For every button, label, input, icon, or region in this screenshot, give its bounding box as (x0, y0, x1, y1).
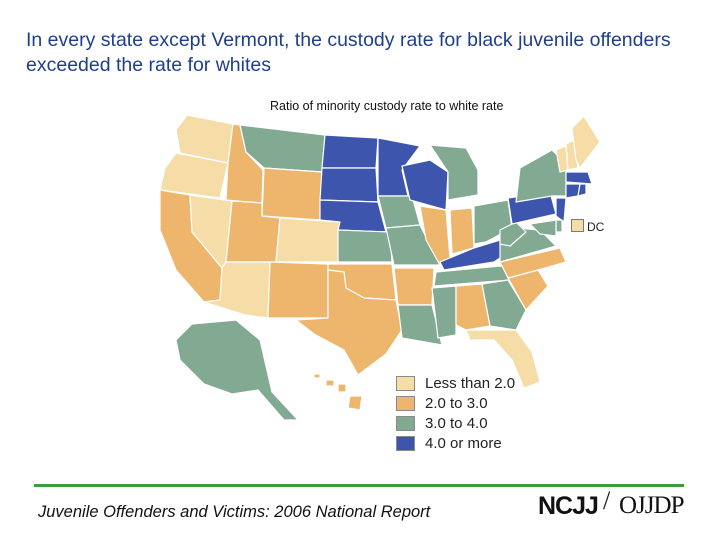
state-ri (577, 183, 587, 197)
map-subtitle: Ratio of minority custody rate to white … (270, 99, 504, 113)
ncjj-logo: NCJJ (538, 492, 599, 520)
logo-slash: / (603, 486, 611, 515)
state-md (529, 219, 557, 237)
legend-label: 4.0 or more (425, 434, 502, 452)
state-nd (321, 134, 379, 169)
dc-label: DC (587, 220, 605, 234)
state-la (397, 304, 443, 346)
state-ga (481, 279, 527, 331)
legend-swatch (396, 395, 415, 411)
state-co (275, 217, 341, 263)
legend-swatch (396, 435, 415, 451)
state-in (449, 207, 475, 255)
state-mn (377, 137, 421, 197)
legend: Less than 2.0 2.0 to 3.0 3.0 to 4.0 4.0 … (396, 373, 515, 453)
page-title: In every state except Vermont, the custo… (26, 29, 671, 76)
legend-label: 3.0 to 4.0 (425, 414, 488, 432)
state-ms (431, 285, 457, 339)
state-nc (499, 247, 567, 279)
dc-swatch (571, 219, 584, 232)
state-wy (261, 167, 323, 221)
state-ma (565, 171, 593, 185)
state-al (455, 283, 491, 331)
state-or (159, 152, 229, 199)
state-nj (555, 197, 567, 223)
state-de (555, 219, 563, 233)
state-nm (267, 261, 329, 319)
legend-swatch (396, 415, 415, 431)
state-me (571, 115, 601, 169)
state-hi (313, 373, 363, 411)
state-mi (429, 144, 479, 201)
ojjdp-logo: OJJDP (619, 492, 684, 519)
footer-divider (34, 484, 684, 487)
state-ks (337, 229, 393, 263)
legend-label: 2.0 to 3.0 (425, 394, 488, 412)
state-sd (319, 167, 379, 203)
legend-swatch (396, 375, 415, 391)
legend-item: 4.0 or more (396, 433, 515, 453)
state-tx (295, 269, 403, 376)
state-fl (465, 329, 541, 389)
state-ar (393, 267, 435, 306)
legend-item: 3.0 to 4.0 (396, 413, 515, 433)
state-wi (401, 159, 449, 211)
state-ak (175, 319, 299, 421)
legend-label: Less than 2.0 (425, 374, 516, 392)
legend-item: Less than 2.0 (396, 373, 515, 393)
footer-report-title: Juvenile Offenders and Victims: 2006 Nat… (38, 503, 431, 521)
legend-item: 2.0 to 3.0 (396, 393, 515, 413)
